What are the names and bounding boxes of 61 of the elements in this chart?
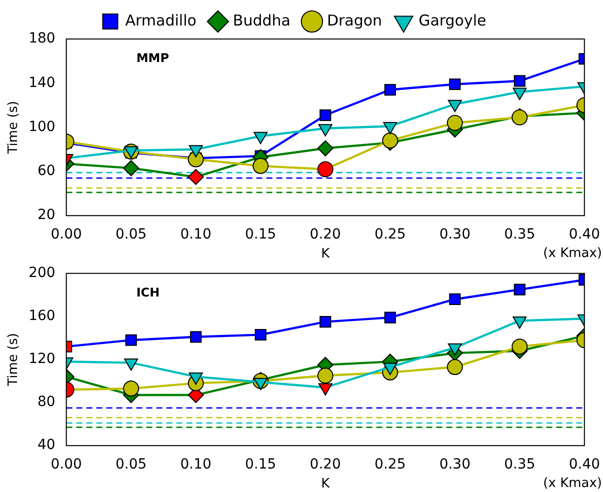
x-tick-label: 0.30	[439, 226, 470, 243]
x-tick-label: 0.15	[245, 226, 276, 243]
point	[125, 334, 137, 346]
x-tick-label: 0.40	[568, 456, 600, 473]
legend-label: Dragon	[326, 11, 382, 30]
point	[252, 158, 269, 174]
point	[320, 316, 332, 328]
y-tick-label: 160	[28, 308, 56, 324]
legend-label: Armadillo	[125, 11, 196, 30]
x-axis-title: K	[321, 246, 330, 262]
point	[446, 359, 463, 376]
y-axis-title: Time (s)	[6, 100, 22, 155]
point	[317, 368, 334, 384]
point	[123, 160, 140, 176]
x-tick-label: 0.05	[115, 226, 147, 243]
point	[254, 328, 266, 341]
y-tick-label: 100	[28, 118, 56, 135]
x-tick-label: 0.35	[504, 456, 536, 473]
point	[514, 75, 526, 87]
point	[317, 161, 334, 178]
x-tick-label: 0.15	[245, 456, 276, 473]
x-tick-label: 0.20	[310, 226, 341, 243]
y-tick-label: 20	[37, 207, 56, 224]
text: (x Kmax)	[543, 476, 602, 491]
y-tick-label: 40	[37, 437, 56, 454]
point	[449, 78, 461, 90]
point	[190, 331, 202, 343]
x-tick-label: 0.00	[50, 456, 82, 473]
point	[449, 293, 461, 306]
x-tick-label: 0.20	[310, 456, 341, 473]
x-tick-label: 0.05	[115, 456, 147, 473]
legend-label: Buddha	[232, 11, 290, 30]
point	[188, 168, 204, 185]
x-axis-title: K	[321, 476, 330, 492]
point	[512, 338, 528, 355]
annotation: MMP	[136, 51, 170, 66]
y-tick-label: 120	[28, 351, 56, 368]
text: (x Kmax)	[543, 246, 602, 261]
point	[123, 380, 140, 397]
x-tick-label: 0.30	[439, 456, 470, 473]
x-tick-label: 0.25	[374, 226, 406, 243]
point	[514, 284, 526, 296]
point	[317, 140, 334, 156]
x-tick-label: 0.00	[50, 226, 82, 243]
x-tick-label: 0.10	[180, 226, 212, 243]
y-tick-label: 60	[37, 163, 56, 180]
y-axis-title: Time (s)	[6, 333, 22, 387]
point	[446, 114, 463, 131]
x-tick-label: 0.25	[374, 456, 406, 473]
y-tick-label: 180	[28, 30, 56, 47]
point	[384, 84, 396, 96]
annotation: ICH	[136, 286, 160, 300]
point	[384, 312, 396, 324]
x-tick-label: 0.35	[504, 226, 536, 243]
x-tick-label: 0.40	[568, 226, 600, 243]
x-tick-label: 0.10	[180, 456, 212, 473]
legend-label: Gargoyle	[418, 11, 486, 30]
point	[320, 109, 332, 121]
y-tick-label: 80	[37, 394, 56, 410]
y-tick-label: 140	[28, 74, 56, 91]
y-tick-label: 200	[28, 265, 56, 282]
